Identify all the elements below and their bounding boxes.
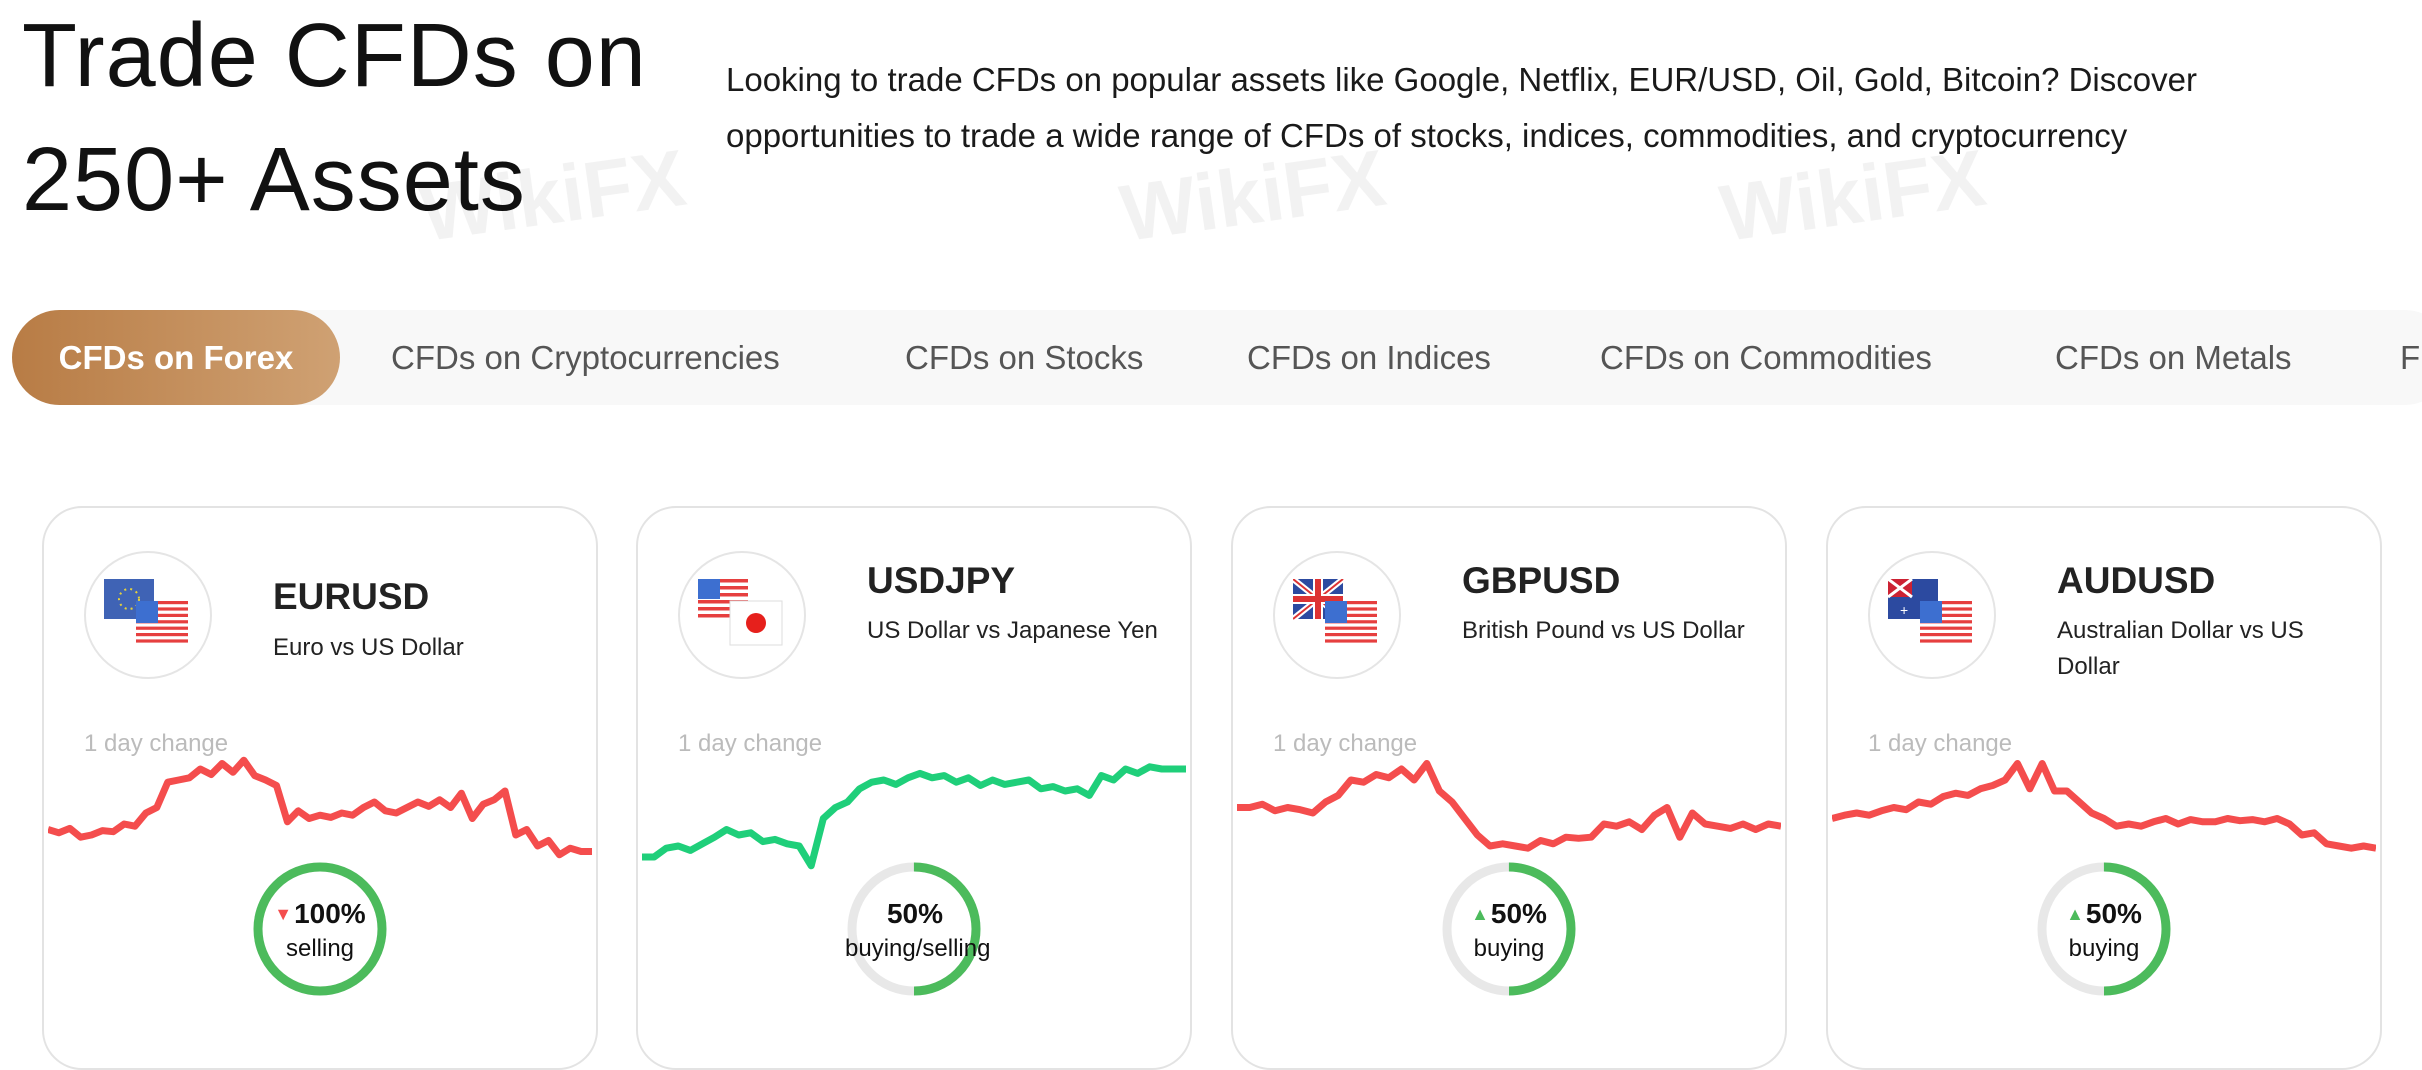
flag-icon bbox=[678, 551, 806, 679]
donut-fill bbox=[1442, 862, 1576, 996]
sentiment-text: ▲50% buying bbox=[1440, 896, 1578, 966]
category-tab-bar bbox=[12, 310, 2422, 405]
price-sparkline bbox=[48, 756, 592, 859]
page-title: Trade CFDs on 250+ Assets bbox=[22, 0, 647, 242]
page-description: Looking to trade CFDs on popular assets … bbox=[726, 52, 2326, 164]
tab-indices[interactable]: CFDs on Indices bbox=[1247, 339, 1491, 376]
instrument-card-eurusd[interactable]: EURUSD Euro vs US Dollar 1 day change ▼1… bbox=[42, 506, 598, 1070]
sentiment-donut bbox=[1442, 862, 1576, 996]
sentiment-label: buying bbox=[2068, 935, 2140, 962]
instrument-card-gbpusd[interactable]: GBPUSD British Pound vs US Dollar 1 day … bbox=[1231, 506, 1787, 1070]
sparkline-path bbox=[48, 756, 592, 859]
instrument-symbol: AUDUSD bbox=[2057, 560, 2216, 601]
flag-icon bbox=[84, 551, 212, 679]
change-label: 1 day change bbox=[1868, 730, 2013, 757]
sentiment-donut bbox=[2037, 862, 2171, 996]
change-label: 1 day change bbox=[1273, 730, 1418, 757]
arrow-up-icon: ▲ bbox=[1471, 904, 1489, 924]
sentiment-percent: 50% bbox=[1490, 898, 1547, 929]
page-title-line2: 250+ Assets bbox=[22, 130, 526, 230]
tab-cryptocurrencies[interactable]: CFDs on Cryptocurrencies bbox=[391, 339, 780, 376]
sparkline-path bbox=[1237, 760, 1781, 852]
tab-metals[interactable]: CFDs on Metals bbox=[2055, 339, 2292, 376]
instrument-name: Euro vs US Dollar bbox=[273, 634, 464, 661]
instrument-name: British Pound vs US Dollar bbox=[1462, 617, 1745, 644]
donut-fill bbox=[2037, 862, 2171, 996]
flag-icon: + bbox=[1868, 551, 1996, 679]
sentiment-percent: 100% bbox=[294, 898, 366, 929]
arrow-down-icon: ▼ bbox=[274, 904, 293, 924]
sparkline-path bbox=[642, 763, 1186, 870]
price-sparkline bbox=[1237, 760, 1781, 852]
sentiment-text: 50% buying/selling bbox=[845, 896, 991, 966]
instrument-name: Australian Dollar vs US Dollar bbox=[2057, 617, 2304, 680]
flag-icon bbox=[1273, 551, 1401, 679]
instrument-card-audusd[interactable]: + AUDUSD Australian Dollar vs US Dollar … bbox=[1826, 506, 2382, 1070]
sentiment-text: ▼100% selling bbox=[251, 896, 389, 966]
change-label: 1 day change bbox=[84, 730, 229, 757]
sentiment-label: buying bbox=[1473, 935, 1545, 962]
price-sparkline bbox=[1832, 760, 2376, 852]
instrument-name: US Dollar vs Japanese Yen bbox=[867, 617, 1158, 644]
price-sparkline bbox=[642, 763, 1186, 870]
sentiment-label: buying/selling bbox=[845, 935, 991, 962]
tab-commodities[interactable]: CFDs on Commodities bbox=[1600, 339, 1932, 376]
change-label: 1 day change bbox=[678, 730, 823, 757]
tab-more[interactable]: F bbox=[2400, 339, 2421, 376]
sentiment-percent: 50% bbox=[2085, 898, 2142, 929]
page-description-line1: Looking to trade CFDs on popular assets … bbox=[726, 61, 2197, 98]
instrument-card-usdjpy[interactable]: USDJPY US Dollar vs Japanese Yen 1 day c… bbox=[636, 506, 1192, 1070]
tab-forex[interactable]: CFDs on Forex bbox=[12, 310, 340, 405]
sentiment-percent: 50% bbox=[886, 898, 944, 929]
page-description-line2: opportunities to trade a wide range of C… bbox=[726, 117, 2128, 154]
sentiment-label: selling bbox=[285, 935, 355, 962]
page-title-line1: Trade CFDs on bbox=[22, 6, 647, 106]
tab-stocks[interactable]: CFDs on Stocks bbox=[905, 339, 1144, 376]
sentiment-donut bbox=[847, 862, 981, 996]
sparkline-path bbox=[1832, 760, 2376, 852]
sentiment-text: ▲50% buying bbox=[2035, 896, 2173, 966]
donut-fill bbox=[847, 862, 981, 996]
arrow-up-icon: ▲ bbox=[2066, 904, 2084, 924]
instrument-symbol: GBPUSD bbox=[1462, 560, 1621, 601]
svg-text:+: + bbox=[1900, 602, 1908, 618]
instrument-symbol: EURUSD bbox=[273, 576, 430, 617]
instrument-symbol: USDJPY bbox=[867, 560, 1016, 601]
donut-fill bbox=[253, 862, 387, 996]
sentiment-donut bbox=[253, 862, 387, 996]
